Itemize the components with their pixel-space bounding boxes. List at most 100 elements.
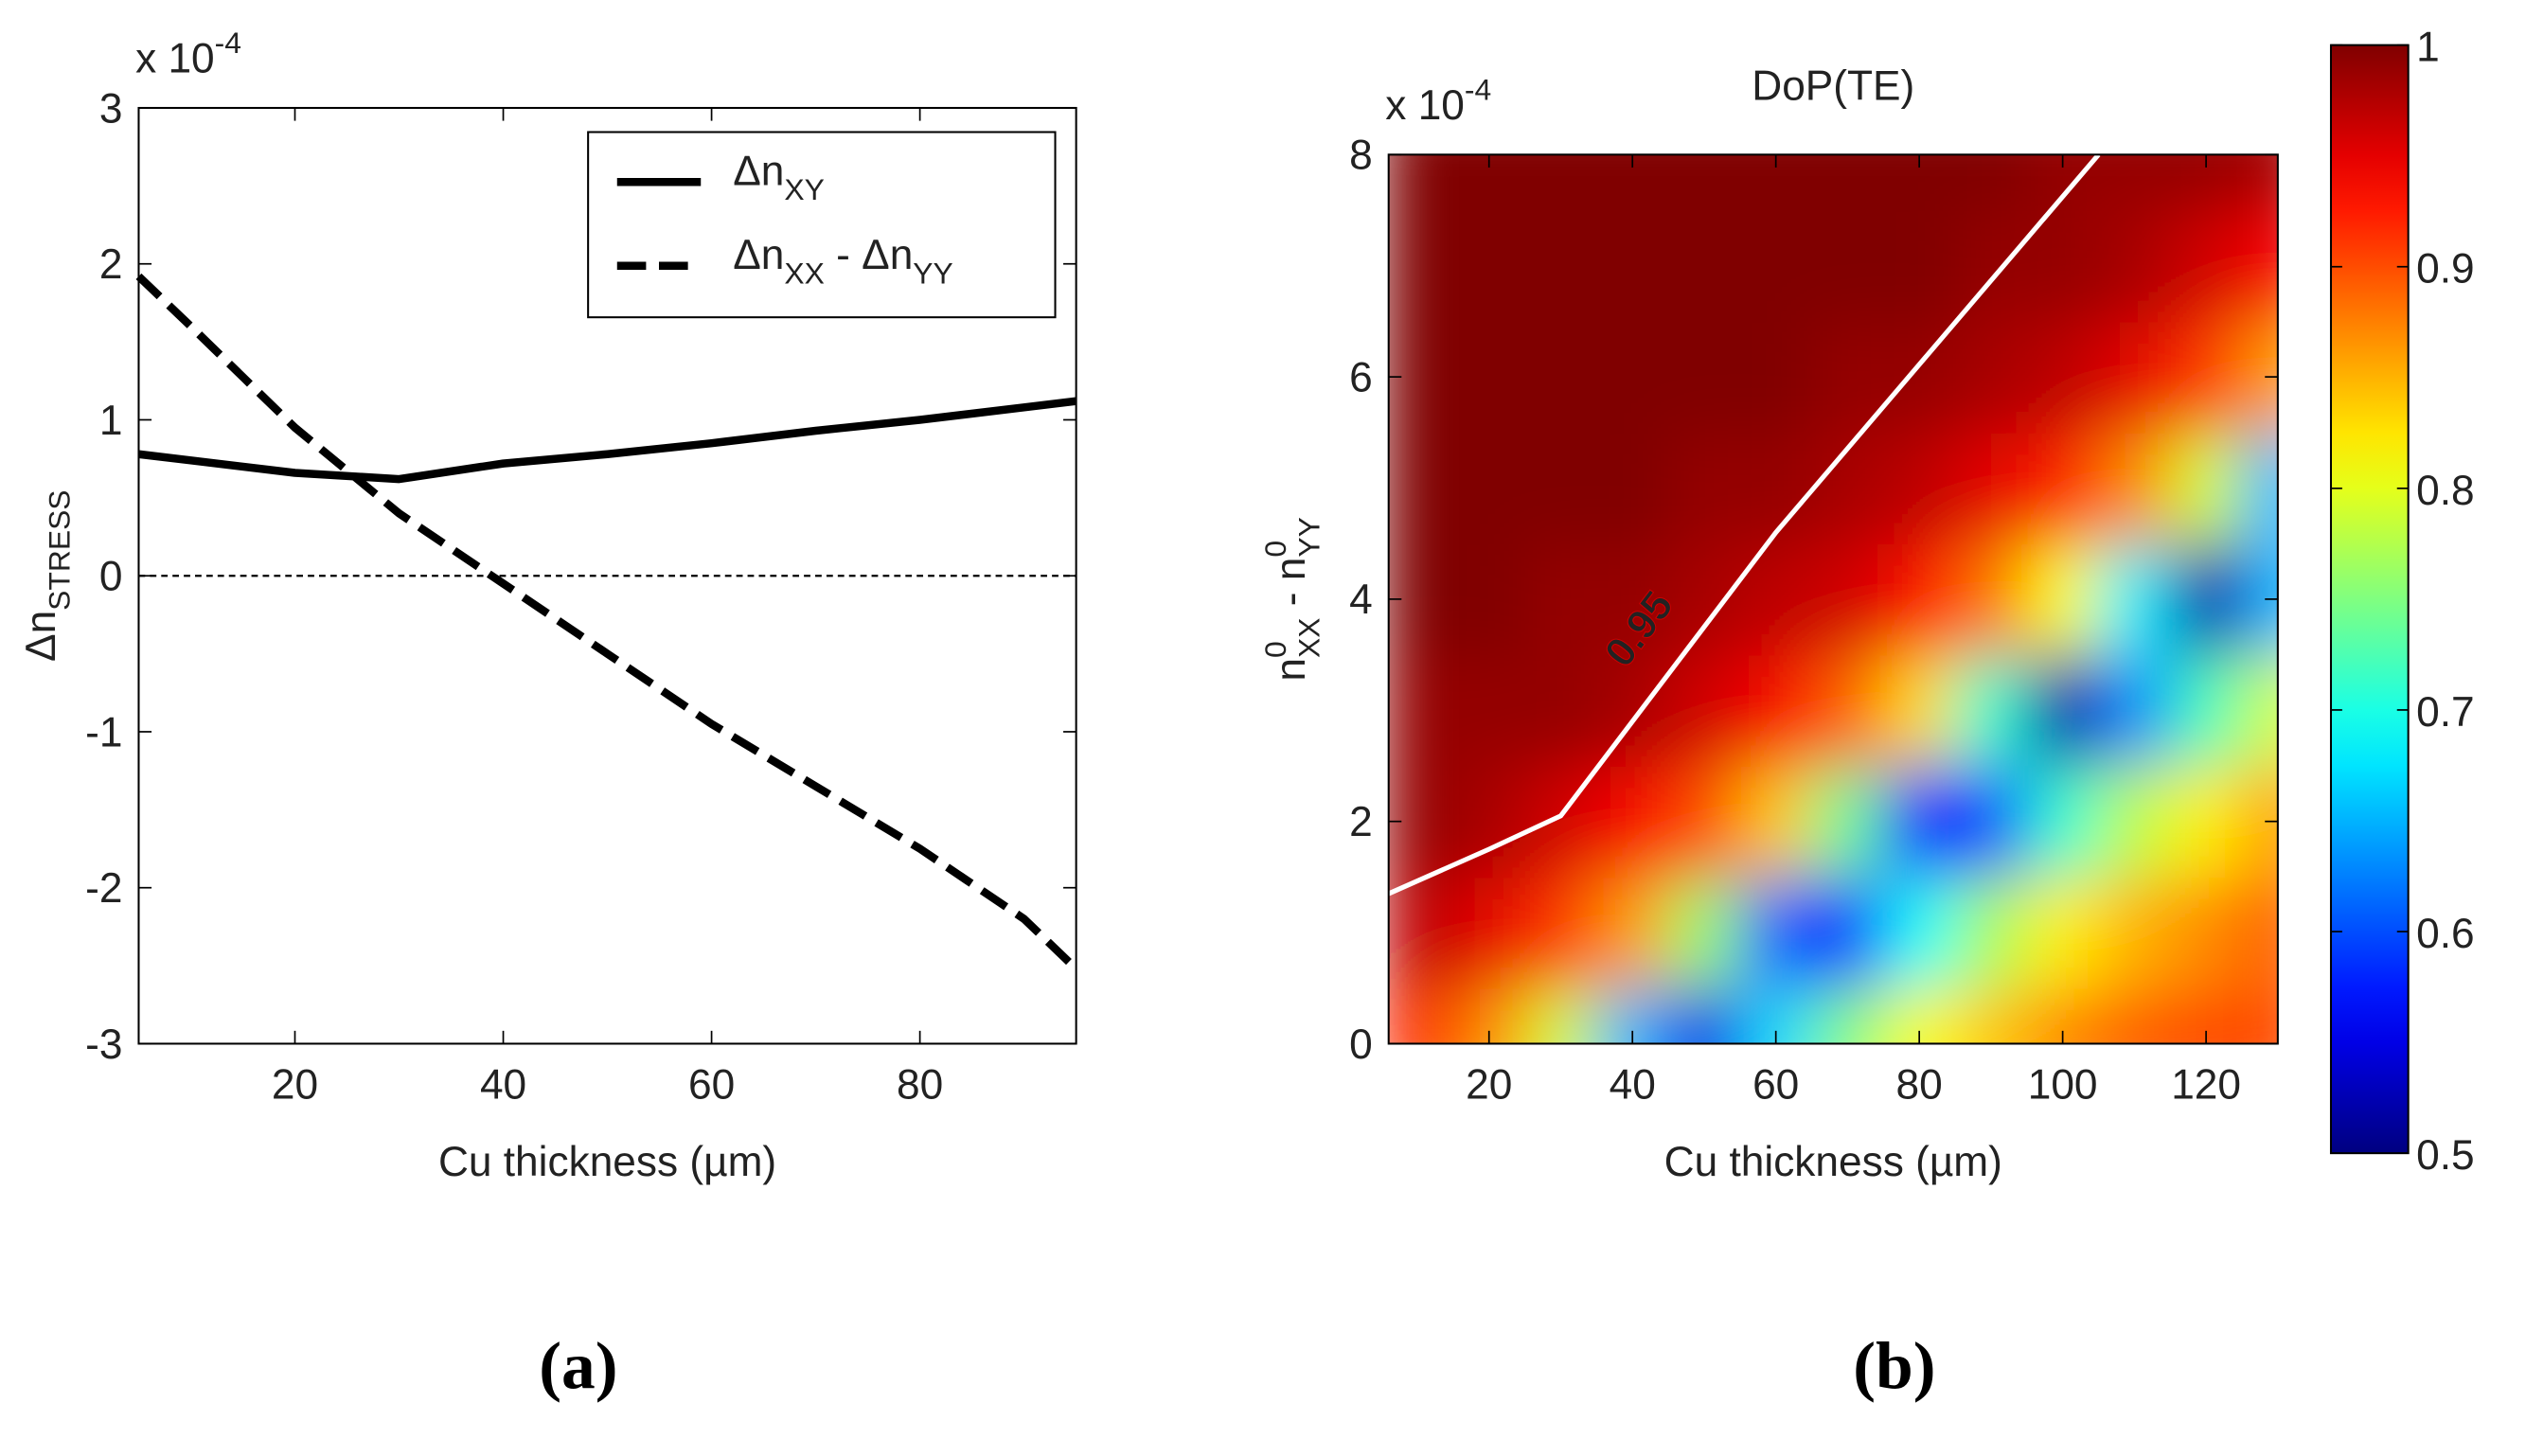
- heatmap-cell: [1668, 543, 1741, 656]
- heatmap-cell: [1452, 654, 1526, 767]
- plot-frame: [137, 106, 1077, 1045]
- heatmap-cell: [1596, 765, 1669, 879]
- heatmap-cell: [1811, 987, 1885, 1044]
- heatmap-cell: [2241, 654, 2278, 767]
- heatmap-cell: [1811, 543, 1885, 656]
- heatmap-cell: [1596, 877, 1669, 989]
- x-axis-label: Cu thickness (µm): [1664, 1139, 2002, 1185]
- heatmap-cell: [1524, 210, 1598, 323]
- text-part: 0: [1258, 641, 1292, 658]
- heatmap-cell: [1388, 154, 1454, 211]
- heatmap-cell: [1955, 154, 2028, 211]
- x-tick-label: 20: [272, 1061, 318, 1108]
- heatmap-cell: [2170, 210, 2243, 323]
- heatmap-cell: [2170, 432, 2243, 545]
- heatmap-cell: [2170, 321, 2243, 434]
- legend-label: ΔnXY: [733, 149, 825, 206]
- y-tick-label: 8: [1349, 133, 1373, 179]
- legend-label: ΔnXX - ΔnYY: [733, 232, 953, 290]
- heatmap-cell: [1883, 654, 1956, 767]
- heatmap-cell: [1883, 877, 1956, 989]
- text-part: 0: [1258, 541, 1292, 558]
- heatmap-cell: [1524, 987, 1598, 1044]
- x-axis-label: Cu thickness (µm): [438, 1139, 776, 1185]
- x-tick-label: 80: [1896, 1061, 1943, 1108]
- heatmap-cell: [2026, 432, 2100, 545]
- heatmap-cell: [1388, 987, 1454, 1044]
- heatmap-cell: [2170, 654, 2243, 767]
- colorbar-tick-label: 0.7: [2416, 689, 2474, 736]
- heatmap-cell: [1739, 543, 1813, 656]
- axis-offset-label: x 10-4: [135, 26, 241, 81]
- heatmap-cell: [1739, 654, 1813, 767]
- heatmap-cell: [1955, 543, 2028, 656]
- x-tick-label: 80: [897, 1061, 943, 1108]
- heatmap-cell: [2026, 321, 2100, 434]
- heatmap-cell: [1883, 210, 1956, 323]
- heatmap-cell: [1668, 765, 1741, 879]
- text-part: - n: [1268, 558, 1314, 618]
- data-line: [135, 273, 1079, 972]
- heatmap-cell: [1388, 877, 1454, 989]
- y-tick-label: 1: [99, 398, 123, 444]
- y-tick-label: -3: [85, 1021, 122, 1068]
- heatmap-cell: [1668, 210, 1741, 323]
- heatmap-cell: [2098, 432, 2172, 545]
- heatmap-cell: [1955, 210, 2028, 323]
- panel-label: (b): [1853, 1329, 1935, 1404]
- y-tick-label: 0: [1349, 1021, 1373, 1068]
- heatmap-cell: [1596, 654, 1669, 767]
- heatmap-cell: [1955, 877, 2028, 989]
- heatmap-cell: [1668, 321, 1741, 434]
- panel-label: (a): [539, 1329, 617, 1404]
- y-tick-label: 2: [1349, 799, 1373, 845]
- y-axis-label: n0XX - n0YY: [1258, 517, 1326, 681]
- text-part: XY: [784, 172, 824, 206]
- heatmap-cell: [2026, 210, 2100, 323]
- heatmap-cell: [1524, 154, 1598, 211]
- heatmap-cell: [1811, 765, 1885, 879]
- heatmap-cell: [1811, 154, 1885, 211]
- text-part: Δn: [18, 611, 64, 662]
- heatmap-cell: [1739, 765, 1813, 879]
- heatmap-cell: [2098, 765, 2172, 879]
- heatmap-cell: [1955, 765, 2028, 879]
- heatmap-cell: [2026, 543, 2100, 656]
- heatmap-cell: [1883, 765, 1956, 879]
- heatmap-cell: [1388, 210, 1454, 323]
- heatmap-cell: [1811, 654, 1885, 767]
- colorbar-tick-label: 1: [2416, 25, 2440, 71]
- x-tick-label: 40: [1610, 1061, 1656, 1108]
- y-tick-label: 4: [1349, 577, 1373, 623]
- heatmap-cell: [1883, 543, 1956, 656]
- heatmap-cell: [2098, 321, 2172, 434]
- heatmap-cell: [2241, 210, 2278, 323]
- heatmap-cell: [1811, 210, 1885, 323]
- text-part: x 10: [1385, 82, 1465, 129]
- heatmap-cell: [2098, 154, 2172, 211]
- heatmap-cell: [2098, 877, 2172, 989]
- y-tick-label: -1: [85, 709, 122, 755]
- text-part: STRESS: [42, 489, 76, 610]
- heatmap-cell: [1955, 321, 2028, 434]
- text-part: YY: [913, 256, 952, 290]
- heatmap-cell: [1668, 154, 1741, 211]
- heatmap-cell: [1524, 321, 1598, 434]
- text-part: Δn: [733, 232, 784, 278]
- text-part: x 10: [135, 36, 215, 82]
- x-tick-label: 60: [1752, 1061, 1799, 1108]
- heatmap-cell: [1596, 210, 1669, 323]
- x-tick-label: 20: [1466, 1061, 1512, 1108]
- heatmap-cell: [1524, 654, 1598, 767]
- heatmap-cell: [1739, 210, 1813, 323]
- data-line: [137, 397, 1077, 484]
- heatmap-cell: [2170, 765, 2243, 879]
- heatmap-cell: [1739, 432, 1813, 545]
- heatmap-cell: [2170, 543, 2243, 656]
- text-part: -4: [215, 26, 241, 60]
- heatmap-cell: [1596, 543, 1669, 656]
- heatmap-cell: [2098, 210, 2172, 323]
- y-tick-label: -2: [85, 865, 122, 912]
- colorbar: [2329, 44, 2410, 1155]
